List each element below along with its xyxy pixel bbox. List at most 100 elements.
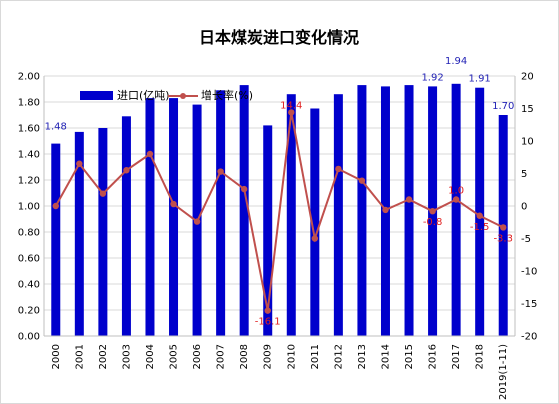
y-left-tick-label: 1.20 <box>18 176 40 187</box>
bar <box>404 85 414 336</box>
y-left-tick-label: 0.40 <box>18 280 40 291</box>
growth-line <box>54 112 504 311</box>
y-left-tick-label: 2.00 <box>18 72 40 83</box>
line-point <box>123 167 130 174</box>
line-point <box>264 307 271 314</box>
line-point <box>52 202 59 210</box>
y-left-tick-label: 1.40 <box>18 150 40 161</box>
line-data-label: 1.0 <box>448 186 464 197</box>
y-right-tick-label: -10 <box>521 267 537 278</box>
bar <box>357 85 367 336</box>
line-data-label: 14.4 <box>280 100 302 111</box>
x-tick-label: 2002 <box>98 344 109 369</box>
legend-bar-swatch <box>80 91 113 100</box>
y-left-tick-label: 1.80 <box>18 98 40 109</box>
y-right-tick-label: -20 <box>521 332 537 343</box>
bar <box>216 90 226 336</box>
legend-line-marker <box>180 93 186 99</box>
y-left-tick-label: 1.00 <box>18 202 40 213</box>
line-point <box>500 224 507 231</box>
y-left-tick-label: 0.00 <box>18 332 40 343</box>
line-data-label: -16.1 <box>255 317 281 328</box>
bar-data-label: 1.48 <box>45 122 67 133</box>
line-point <box>429 208 436 215</box>
bar-data-label: 1.92 <box>421 72 443 83</box>
line-point <box>452 196 460 203</box>
legend-bar-label: 进口(亿吨) <box>117 89 170 102</box>
x-tick-label: 2007 <box>216 344 227 369</box>
x-tick-label: 2011 <box>310 344 321 369</box>
line-point <box>146 150 154 158</box>
x-tick-label: 2006 <box>192 344 203 369</box>
bar <box>98 128 108 336</box>
x-tick-label: 2012 <box>333 344 344 369</box>
y-right-tick-label: -15 <box>521 299 537 310</box>
line-point <box>358 177 366 184</box>
legend-line-label: 增长率(%) <box>201 88 253 102</box>
line-data-label: -3.3 <box>493 233 513 244</box>
x-tick-label: 2019(1-11) <box>498 344 509 400</box>
bar <box>451 83 461 336</box>
line-point <box>405 196 413 203</box>
x-tick-label: 2010 <box>286 344 297 369</box>
bar <box>145 98 155 336</box>
y-left-tick-label: 1.60 <box>18 124 40 135</box>
line-point <box>193 218 201 225</box>
y-right-tick-label: -5 <box>521 234 531 245</box>
x-tick-label: 2009 <box>263 344 274 369</box>
y-right-tick-label: 20 <box>521 72 534 83</box>
x-tick-label: 2018 <box>475 344 486 369</box>
y-right-tick-label: 10 <box>521 137 534 148</box>
x-tick-label: 2014 <box>380 344 391 369</box>
x-tick-label: 2003 <box>121 344 132 369</box>
bar <box>263 125 273 337</box>
line-data-label: -0.8 <box>423 217 443 228</box>
line-point <box>99 190 107 197</box>
bar-data-label: 1.70 <box>492 101 514 112</box>
line-point <box>335 165 342 173</box>
line-point <box>217 168 224 175</box>
bar <box>333 94 343 336</box>
x-tick-label: 2013 <box>357 344 368 369</box>
legend: 进口(亿吨) 增长率(%) <box>80 88 253 102</box>
bar-data-label: 1.94 <box>445 56 467 67</box>
line-point <box>311 235 319 242</box>
x-tick-label: 2015 <box>404 344 415 369</box>
x-tick-label: 2008 <box>239 344 250 369</box>
line-data-label: -1.5 <box>470 222 490 233</box>
bar <box>286 94 296 336</box>
x-tick-label: 2005 <box>169 344 180 369</box>
x-tick-label: 2017 <box>451 344 462 369</box>
y-right-tick-label: 5 <box>521 169 527 180</box>
bar <box>239 85 249 336</box>
bar <box>121 116 131 336</box>
line-point <box>288 109 295 116</box>
x-tick-label: 2000 <box>51 344 62 369</box>
y-left-tick-label: 0.20 <box>18 306 40 317</box>
bar <box>74 131 84 336</box>
line-point <box>476 212 483 219</box>
line-point <box>170 200 177 208</box>
line-point <box>240 185 248 193</box>
bar-data-label: 1.91 <box>469 74 491 85</box>
axes: 0.000.200.400.600.801.001.201.401.601.80… <box>18 72 538 400</box>
chart-title: 日本煤炭进口变化情况 <box>199 28 359 47</box>
bar <box>169 98 179 336</box>
line-series <box>52 109 507 314</box>
x-tick-label: 2004 <box>145 344 156 369</box>
data-labels: 1.48 1.921.941.91 1.70 -16.1 14.4 -0.8 1.0 -1.5… <box>45 56 515 328</box>
y-left-tick-label: 0.60 <box>18 254 40 265</box>
bar <box>51 143 61 336</box>
x-tick-label: 2001 <box>74 344 85 369</box>
y-right-tick-label: 0 <box>521 202 527 213</box>
x-tick-label: 2016 <box>428 344 439 369</box>
y-left-tick-label: 0.80 <box>18 228 40 239</box>
line-point <box>382 206 389 214</box>
line-point <box>76 160 83 167</box>
y-right-tick-label: 15 <box>521 104 534 115</box>
bar <box>475 87 485 336</box>
bar <box>310 108 320 336</box>
